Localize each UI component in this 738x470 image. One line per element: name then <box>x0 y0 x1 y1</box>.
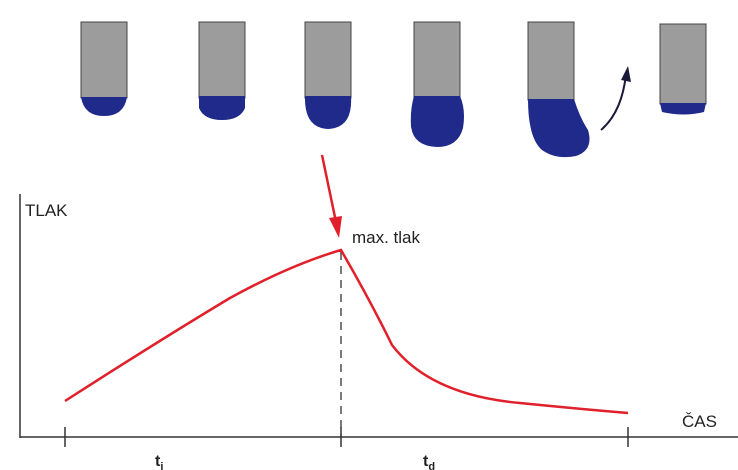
interval-subscript: d <box>428 461 435 470</box>
release-arrow <box>601 74 626 130</box>
x-axis-label: ČAS <box>682 412 717 431</box>
interval-label: ti <box>155 453 163 470</box>
interval-label: td <box>423 453 435 470</box>
bubble <box>660 103 706 115</box>
interval-subscript: i <box>160 461 163 470</box>
release-arrow-head <box>621 66 631 82</box>
bubble <box>305 96 351 129</box>
capillary <box>414 22 460 98</box>
y-axis-label: TLAK <box>25 201 68 220</box>
peak-arrow-head <box>329 216 342 238</box>
bubble <box>411 96 464 147</box>
capillaries <box>81 22 706 157</box>
bubble <box>528 99 590 157</box>
capillary <box>528 22 574 100</box>
capillary <box>199 22 245 98</box>
peak-arrow <box>322 155 336 222</box>
peak-label: max. tlak <box>352 228 421 247</box>
capillary <box>660 24 706 104</box>
capillary <box>81 22 127 98</box>
capillary <box>305 22 351 98</box>
bubble <box>81 97 127 116</box>
diagram: TLAK max. tlak ČAS ti td <box>0 0 738 470</box>
bubble <box>199 96 245 120</box>
pressure-curve <box>65 250 628 413</box>
